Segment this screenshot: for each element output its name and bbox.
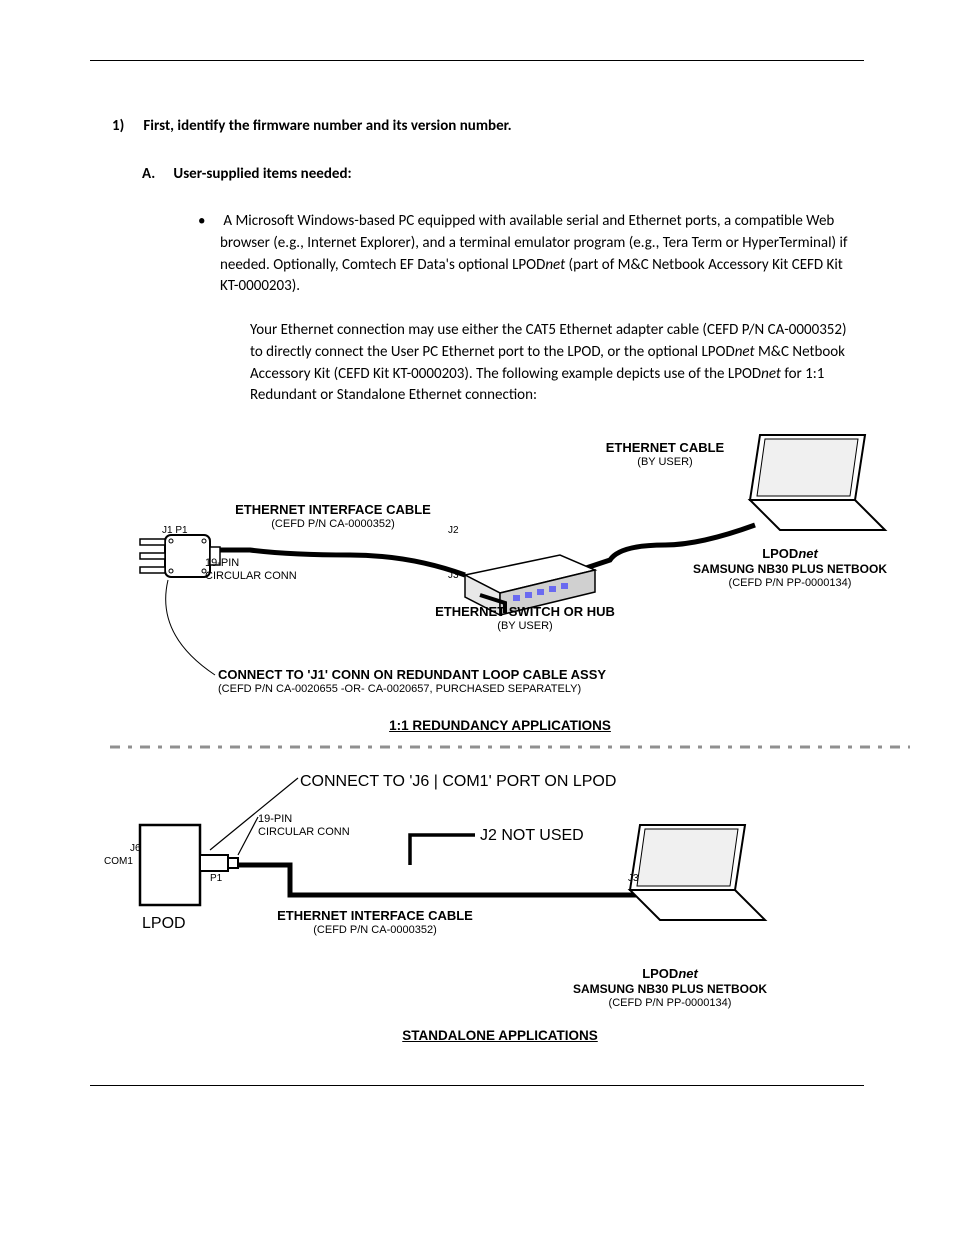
connect-j1-label: CONNECT TO 'J1' CONN ON REDUNDANT LOOP C… bbox=[218, 668, 606, 696]
substep-a: A. User-supplied items needed: bbox=[170, 165, 864, 183]
connection-diagram: ETHERNET CABLE (BY USER) ETHERNET INTERF… bbox=[110, 425, 844, 1045]
j3-bottom-label: J3 bbox=[628, 873, 639, 885]
indent-net1: net bbox=[735, 343, 755, 361]
eth-interface-cable-top-label: ETHERNET INTERFACE CABLE (CEFD P/N CA-00… bbox=[218, 503, 448, 531]
step-title: First, identify the firmware number and … bbox=[143, 117, 511, 135]
redundancy-title: 1:1 REDUNDANCY APPLICATIONS bbox=[110, 718, 890, 734]
j1-p1-label: J1 P1 bbox=[162, 525, 188, 537]
step-number: 1) bbox=[112, 116, 140, 137]
j2-not-used-label: J2 NOT USED bbox=[480, 827, 584, 845]
19pin-top-label: 19-PIN CIRCULAR CONN bbox=[205, 557, 297, 582]
lpod-label: LPOD bbox=[142, 915, 186, 933]
p1-label: P1 bbox=[210, 873, 222, 885]
document-page: 1) First, identify the firmware number a… bbox=[0, 0, 954, 1146]
bullet-dot-icon: • bbox=[198, 211, 220, 233]
lpodnet-bottom-label: LPODnet SAMSUNG NB30 PLUS NETBOOK (CEFD … bbox=[560, 965, 780, 1010]
ethernet-cable-label: ETHERNET CABLE (BY USER) bbox=[575, 441, 755, 469]
j2-top-label: J2 bbox=[448, 525, 459, 537]
switch-hub-label: ETHERNET SWITCH OR HUB (BY USER) bbox=[410, 605, 640, 633]
bullet-item: • A Microsoft Windows-based PC equipped … bbox=[220, 211, 860, 298]
eth-interface-cable-bottom-label: ETHERNET INTERFACE CABLE (CEFD P/N CA-00… bbox=[260, 909, 490, 937]
standalone-title: STANDALONE APPLICATIONS bbox=[110, 1028, 890, 1044]
indented-paragraph: Your Ethernet connection may use either … bbox=[250, 320, 860, 407]
substep-letter: A. bbox=[142, 165, 170, 183]
j3-top-label: J3 bbox=[448, 570, 459, 582]
step-1: 1) First, identify the firmware number a… bbox=[140, 116, 864, 137]
bullet-text-net: net bbox=[545, 256, 565, 274]
19pin-bottom-label: 19-PIN CIRCULAR CONN bbox=[258, 813, 350, 838]
top-horizontal-rule bbox=[90, 60, 864, 61]
indent-net2: net bbox=[761, 365, 781, 383]
com1-label: COM1 bbox=[104, 856, 133, 868]
substep-title: User-supplied items needed: bbox=[173, 165, 351, 183]
bottom-horizontal-rule bbox=[90, 1085, 864, 1086]
lpodnet-top-label: LPODnet SAMSUNG NB30 PLUS NETBOOK (CEFD … bbox=[680, 545, 900, 590]
connect-j6-label: CONNECT TO 'J6 | COM1' PORT ON LPOD bbox=[300, 773, 616, 791]
j6-label: J6 bbox=[130, 843, 138, 855]
